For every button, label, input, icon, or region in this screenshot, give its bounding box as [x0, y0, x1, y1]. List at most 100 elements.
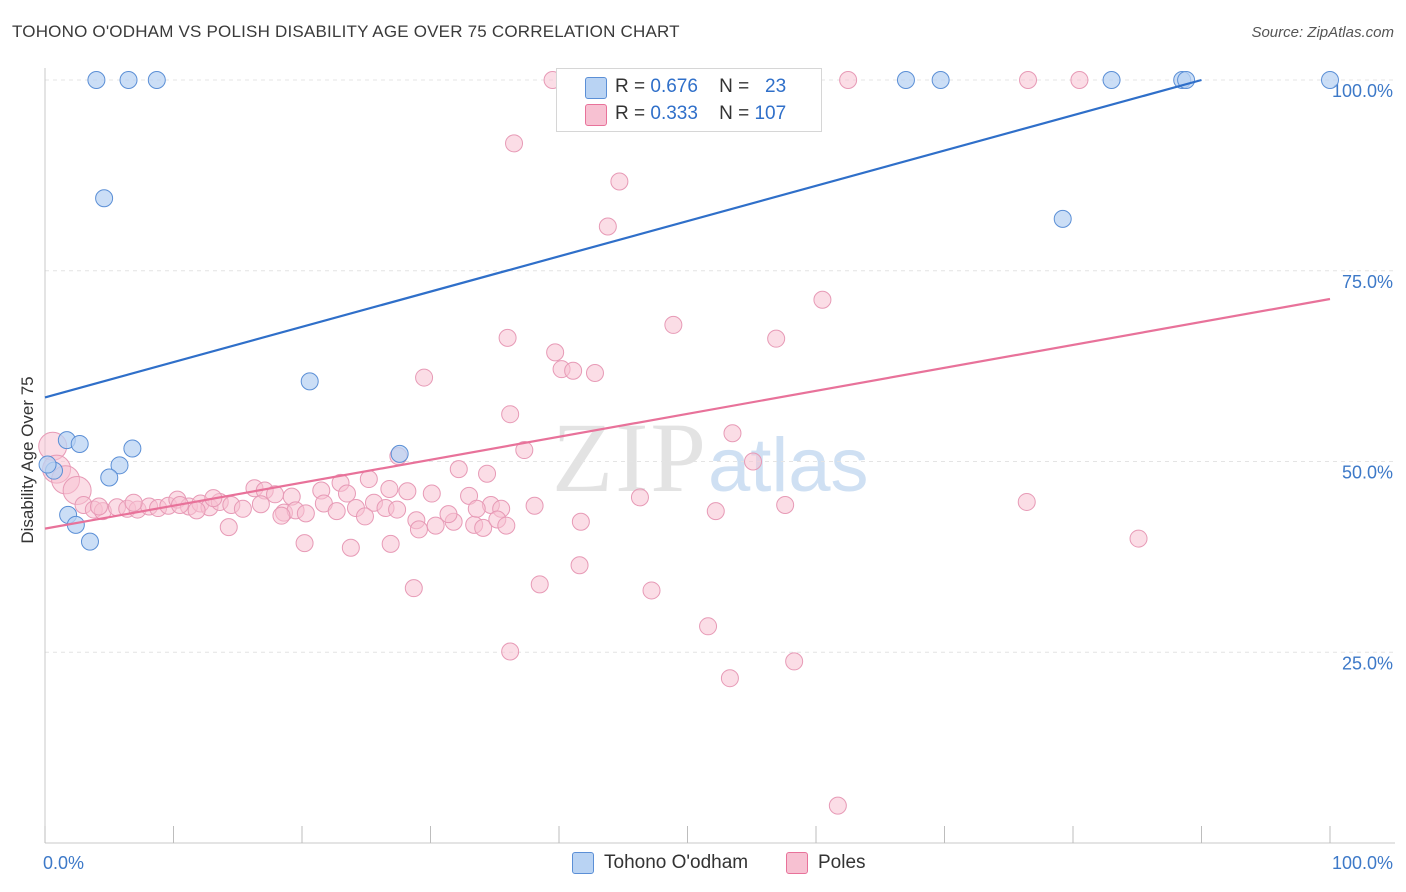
correlation-legend: R = 0.676 N = 23 R = 0.333 N = 107 [556, 68, 822, 132]
point-poles [497, 516, 516, 535]
point-poles [776, 495, 795, 514]
point-poles [664, 315, 683, 334]
point-poles [525, 496, 544, 515]
point-poles [296, 504, 315, 523]
point-poles [124, 493, 143, 512]
point-tohono [1321, 71, 1339, 89]
point-poles [327, 502, 346, 521]
legend-bottom-swatch-poles [786, 852, 808, 874]
n-label: N = [719, 76, 750, 97]
r-value-poles: 0.333 [650, 103, 698, 124]
point-poles [720, 669, 739, 688]
point-poles [426, 516, 445, 535]
r-value-tohono: 0.676 [650, 76, 698, 97]
point-tohono [95, 189, 114, 208]
point-poles [515, 441, 534, 460]
point-poles [341, 538, 360, 557]
r-label: R = [615, 103, 646, 124]
y-tick-label: 100.0% [1332, 81, 1393, 101]
point-poles [813, 290, 832, 309]
point-tohono [100, 468, 119, 487]
point-tohono [119, 71, 138, 89]
point-poles [744, 452, 763, 471]
point-poles [233, 499, 252, 518]
point-poles [630, 488, 649, 507]
source-label: Source: ZipAtlas.com [1251, 24, 1394, 41]
point-poles [478, 464, 497, 483]
point-tohono [70, 434, 89, 453]
point-poles [546, 343, 565, 362]
point-poles [381, 534, 400, 553]
point-poles [251, 495, 270, 514]
point-tohono [87, 71, 106, 89]
point-poles [404, 579, 423, 598]
n-label: N = [719, 103, 750, 124]
legend-item-tohono[interactable]: Tohono O'odham [572, 852, 748, 874]
y-tick-label: 25.0% [1342, 653, 1393, 673]
point-poles [1129, 529, 1148, 548]
legend-bottom-swatch-tohono [572, 852, 594, 874]
n-value-poles: 107 [754, 103, 787, 124]
point-poles [467, 499, 486, 518]
series-legend: Tohono O'odham Poles [0, 852, 1406, 878]
point-poles [388, 500, 407, 519]
point-tohono [300, 372, 319, 391]
chart-title: TOHONO O'ODHAM VS POLISH DISABILITY AGE … [12, 22, 680, 41]
point-poles [501, 405, 520, 424]
point-poles [89, 497, 108, 516]
point-poles [474, 518, 493, 537]
point-tohono [1053, 209, 1072, 228]
watermark-zip: ZIP [552, 402, 708, 513]
point-poles [530, 575, 549, 594]
y-axis-title-wrap: Disability Age Over 75 [16, 360, 40, 560]
point-poles [337, 484, 356, 503]
point-poles [785, 652, 804, 671]
point-poles [839, 71, 858, 89]
point-poles [767, 329, 786, 348]
legend-stats-poles: R = 0.333 N = 107 [615, 103, 786, 125]
n-value-tohono: 23 [765, 76, 787, 97]
legend-item-poles[interactable]: Poles [786, 852, 866, 874]
r-label: R = [615, 76, 646, 97]
point-poles [1070, 71, 1089, 89]
point-poles [505, 134, 524, 153]
legend-swatch-tohono [585, 77, 607, 99]
point-poles [359, 470, 378, 489]
legend-label-tohono: Tohono O'odham [604, 852, 749, 873]
point-poles [187, 501, 206, 520]
legend-stats-tohono: R = 0.676 N = 23 [615, 76, 786, 98]
legend-swatch-poles [585, 104, 607, 126]
point-tohono [1177, 71, 1196, 89]
point-poles [498, 328, 517, 347]
point-poles [828, 796, 847, 815]
x-tick-label: 100.0% [1332, 853, 1393, 873]
point-poles [266, 485, 285, 504]
point-poles [585, 363, 604, 382]
y-tick-label: 50.0% [1342, 463, 1393, 483]
point-tohono [931, 71, 950, 89]
point-poles [449, 460, 468, 479]
point-poles [598, 217, 617, 236]
point-poles [422, 484, 441, 503]
x-tick-label: 0.0% [43, 853, 84, 873]
point-tohono [80, 532, 99, 551]
point-poles [398, 482, 417, 501]
point-poles [571, 512, 590, 531]
y-tick-label: 75.0% [1342, 272, 1393, 292]
point-poles [272, 506, 291, 525]
y-axis-title: Disability Age Over 75 [18, 376, 37, 544]
trendline-poles [44, 297, 1331, 530]
point-poles [439, 505, 458, 524]
point-tohono [110, 456, 129, 475]
point-poles [1019, 71, 1038, 89]
point-tohono [123, 439, 142, 458]
point-tohono [147, 71, 166, 89]
point-poles [642, 581, 661, 600]
point-tohono [390, 444, 409, 463]
point-poles [1017, 492, 1036, 511]
point-tohono [896, 71, 915, 89]
point-poles [706, 502, 725, 521]
point-poles [564, 361, 583, 380]
point-poles [295, 534, 314, 553]
